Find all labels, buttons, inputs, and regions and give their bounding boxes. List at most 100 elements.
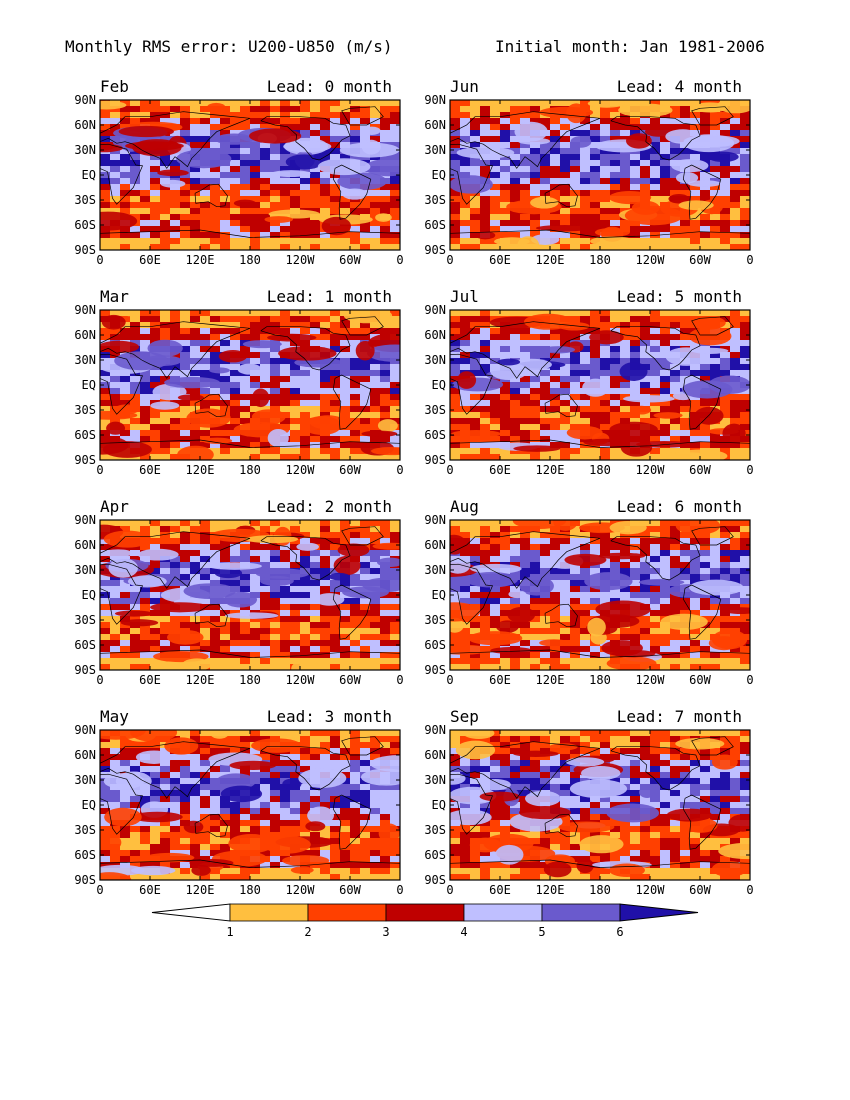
lat-tick-label: 60N [424, 748, 446, 762]
colorbar-level-label: 1 [226, 925, 233, 939]
lon-tick-label: 60E [139, 463, 161, 477]
lon-tick-label: 60W [689, 253, 711, 267]
lon-tick-label: 120W [286, 463, 316, 477]
coastline [682, 584, 722, 640]
lat-tick-label: 60N [424, 118, 446, 132]
coastline [682, 374, 722, 430]
lat-tick-label: 90N [74, 93, 96, 107]
figure-title-right: Initial month: Jan 1981-2006 [495, 37, 765, 56]
lat-tick-label: 90N [74, 723, 96, 737]
colorbar-high-extend [619, 903, 699, 922]
lon-tick-label: 120E [536, 253, 565, 267]
figure-title-left: Monthly RMS error: U200-U850 (m/s) [65, 37, 393, 56]
lon-tick-label: 0 [96, 883, 103, 897]
lat-tick-label: 30S [424, 193, 446, 207]
coastline [682, 794, 722, 850]
colorbar-low-extend [151, 903, 231, 922]
coastline [100, 143, 144, 205]
lat-tick-label: 30N [74, 773, 96, 787]
coastline [610, 746, 701, 791]
rms-error-field [100, 730, 400, 880]
coastline [691, 526, 734, 546]
colorbar-level-label: 3 [382, 925, 389, 939]
coastline [332, 584, 372, 640]
lon-tick-label: 120E [536, 463, 565, 477]
lon-tick-label: 60W [339, 883, 361, 897]
lat-tick-label: EQ [432, 798, 446, 812]
lat-tick-label: 90S [424, 453, 446, 467]
lon-tick-label: 120E [186, 253, 215, 267]
coastline-antarctica [100, 859, 400, 868]
lon-tick-label: 120E [536, 883, 565, 897]
coastline-antarctica [100, 439, 400, 448]
colorbar-segment [463, 903, 543, 922]
coastline [610, 116, 701, 161]
coastline [691, 316, 734, 336]
panel-lead: Lead: 7 month [617, 707, 742, 726]
panel-lead: Lead: 6 month [617, 497, 742, 516]
coastline-antarctica [100, 229, 400, 238]
panel-month: May [100, 707, 129, 726]
colorbar-segment [385, 903, 465, 922]
coastline [450, 531, 601, 589]
lon-tick-label: 0 [396, 463, 403, 477]
coastline [610, 536, 701, 581]
lat-tick-label: EQ [432, 588, 446, 602]
lat-tick-label: 90S [424, 663, 446, 677]
panel-lead: Lead: 4 month [617, 77, 742, 96]
lon-tick-label: 60E [139, 883, 161, 897]
coastline [100, 741, 251, 799]
coastline [194, 393, 228, 418]
panel-month: Sep [450, 707, 479, 726]
lat-tick-label: 30N [424, 773, 446, 787]
coastline [341, 316, 384, 336]
lon-tick-label: 60W [689, 883, 711, 897]
lon-tick-label: 120W [286, 253, 316, 267]
coastline [450, 321, 601, 379]
coastline [100, 531, 251, 589]
coastline [691, 736, 734, 756]
lat-tick-label: 60N [424, 538, 446, 552]
lon-tick-label: 60E [489, 883, 511, 897]
lat-tick-label: 90S [74, 243, 96, 257]
coastline [544, 813, 578, 838]
rms-error-field [100, 100, 400, 250]
lat-tick-label: 90S [74, 453, 96, 467]
colorbar: 1 2 3 4 5 6 [151, 903, 699, 939]
panel-month: Apr [100, 497, 129, 516]
lat-tick-label: 30N [424, 563, 446, 577]
coastline [332, 374, 372, 430]
lat-tick-label: 30N [74, 143, 96, 157]
lat-tick-label: 30N [74, 353, 96, 367]
coastline [341, 526, 384, 546]
panel-month: Aug [450, 497, 479, 516]
lat-tick-label: 90S [424, 873, 446, 887]
lon-tick-label: 0 [396, 253, 403, 267]
coastline-antarctica [450, 859, 750, 868]
lon-tick-label: 60E [489, 673, 511, 687]
coastline [260, 326, 351, 371]
colorbar-level-label: 2 [304, 925, 311, 939]
coastline [194, 603, 228, 628]
coastline [450, 143, 494, 205]
lat-tick-label: 30S [424, 613, 446, 627]
lon-tick-label: 60E [139, 673, 161, 687]
panel-lead: Lead: 3 month [267, 707, 392, 726]
lat-tick-label: 30S [74, 193, 96, 207]
lat-tick-label: 90N [424, 723, 446, 737]
panel-lead: Lead: 1 month [267, 287, 392, 306]
coastline [260, 536, 351, 581]
lon-tick-label: 60E [489, 253, 511, 267]
coastline [332, 794, 372, 850]
lon-tick-label: 120W [636, 673, 666, 687]
lon-tick-label: 120W [636, 253, 666, 267]
panel-lead: Lead: 5 month [617, 287, 742, 306]
lon-tick-label: 180 [589, 673, 611, 687]
